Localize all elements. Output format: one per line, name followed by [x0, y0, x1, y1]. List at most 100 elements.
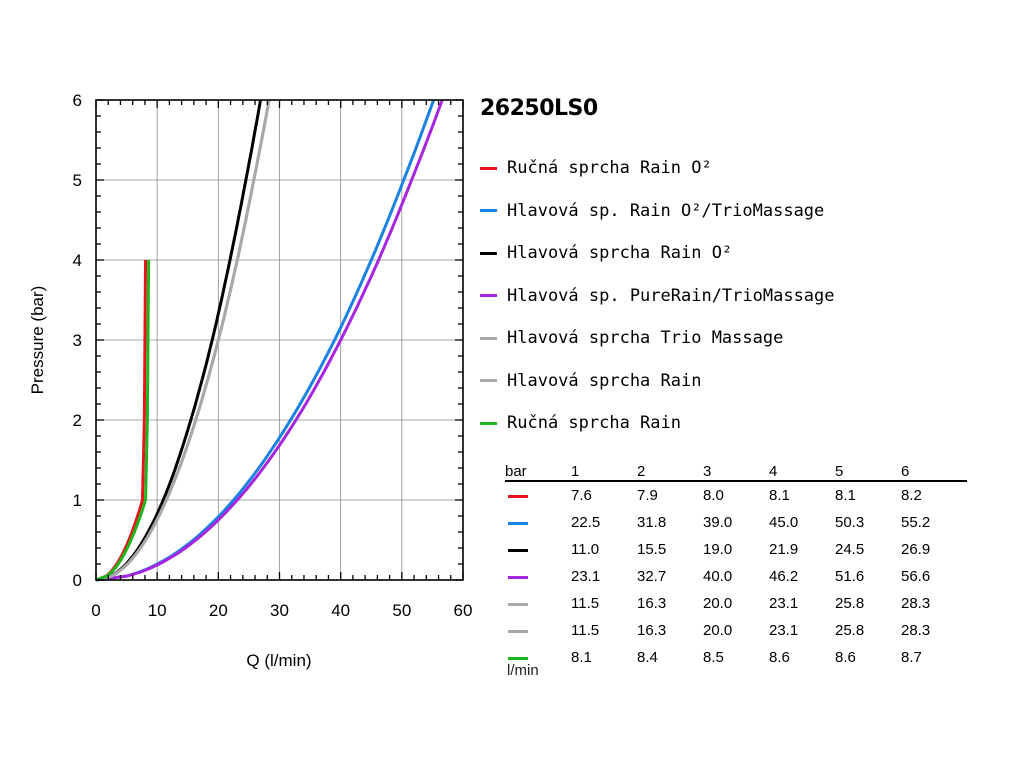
table-cell-flow: 20.0: [703, 622, 733, 639]
table-header-pressure: 5: [835, 462, 901, 482]
legend-swatch: [480, 336, 497, 340]
table-row-swatch: [508, 521, 528, 525]
table-row-swatch-cell: [505, 481, 571, 509]
table-cell-flow: 21.9: [769, 541, 799, 558]
x-tick-label: 10: [148, 601, 167, 620]
series-line: [95, 99, 444, 582]
table-cell-flow: 8.1: [769, 487, 790, 504]
chart-grid: [96, 100, 463, 580]
series-line: [95, 260, 151, 582]
y-tick-label: 6: [73, 91, 82, 110]
x-tick-label: 40: [331, 601, 350, 620]
table-cell-flow: 26.9: [901, 541, 931, 558]
table-cell-flow: 8.1: [835, 487, 856, 504]
table-cell-flow: 11.5: [571, 622, 600, 639]
table-cell-flow: 28.3: [901, 595, 931, 612]
table-row-swatch-cell: [505, 644, 571, 671]
table-cell-flow: 32.7: [637, 568, 667, 585]
y-tick-label: 3: [73, 331, 82, 350]
y-tick-label: 2: [73, 411, 82, 430]
table-cell-flow: 24.5: [835, 541, 865, 558]
table-cell-flow: 11.0: [571, 541, 600, 558]
table-row: 11.5 16.3 20.0 23.1 25.8 28.3: [505, 590, 967, 617]
table-cell-flow: 7.6: [571, 487, 592, 504]
table-cell-flow: 19.0: [703, 541, 733, 558]
table-cell-flow: 8.6: [769, 649, 790, 666]
table-row: 22.5 31.8 39.0 45.0 50.3 55.2: [505, 509, 967, 536]
legend-item: Hlavová sp. Rain O²/TrioMassage: [480, 193, 835, 236]
table-cell-flow: 23.1: [769, 622, 799, 639]
table-cell-flow: 25.8: [835, 622, 865, 639]
table-header-bar: bar: [505, 462, 571, 482]
table-cell-flow: 15.5: [637, 541, 667, 558]
table-row-swatch: [508, 656, 528, 660]
x-tick-label: 50: [392, 601, 411, 620]
legend-swatch: [480, 209, 497, 213]
series-line: [95, 99, 436, 582]
table-cell-flow: 20.0: [703, 595, 733, 612]
legend-swatch: [480, 166, 497, 170]
table-row-swatch-cell: [505, 509, 571, 536]
legend-label: Hlavová sprcha Rain O²: [507, 243, 733, 264]
table-cell-flow: 39.0: [703, 514, 733, 531]
y-tick-label: 4: [73, 251, 82, 270]
table-cell-flow: 8.7: [901, 649, 922, 666]
table-cell-flow: 51.6: [835, 568, 865, 585]
table-row: 7.6 7.9 8.0 8.1 8.1 8.2: [505, 481, 967, 509]
legend-swatch: [480, 421, 497, 425]
y-tick-label: 1: [73, 491, 82, 510]
table-unit-label: l/min: [507, 662, 539, 679]
y-tick-label: 5: [73, 171, 82, 190]
table-cell-flow: 23.1: [769, 595, 799, 612]
chart-title: 26250LS0: [480, 96, 598, 121]
table-header-pressure: 1: [571, 462, 637, 482]
legend-label: Hlavová sp. Rain O²/TrioMassage: [507, 200, 825, 221]
table-row-swatch-cell: [505, 536, 571, 563]
table-row-swatch: [508, 629, 528, 633]
legend-item: Hlavová sprcha Trio Massage: [480, 320, 835, 363]
legend-item: Hlavová sp. PureRain/TrioMassage: [480, 278, 835, 321]
legend-item: Hlavová sprcha Rain O²: [480, 235, 835, 278]
legend-item: Ručná sprcha Rain O²: [480, 150, 835, 193]
table-row-swatch: [508, 575, 528, 579]
table-cell-flow: 16.3: [637, 622, 667, 639]
legend-swatch: [480, 294, 497, 298]
table-cell-flow: 8.2: [901, 487, 922, 504]
table-row-swatch-cell: [505, 617, 571, 644]
x-tick-label: 30: [270, 601, 289, 620]
x-axis-label: Q (l/min): [246, 651, 311, 670]
table-cell-flow: 31.8: [637, 514, 667, 531]
table-cell-flow: 22.5: [571, 514, 601, 531]
table-row-swatch-cell: [505, 563, 571, 590]
table-row: 11.5 16.3 20.0 23.1 25.8 28.3: [505, 617, 967, 644]
table-cell-flow: 45.0: [769, 514, 799, 531]
table-row-swatch: [508, 548, 528, 552]
table-cell-flow: 50.3: [835, 514, 865, 531]
legend-swatch: [480, 379, 497, 383]
table-header-pressure: 3: [703, 462, 769, 482]
table-cell-flow: 8.1: [571, 649, 592, 666]
legend-label: Ručná sprcha Rain O²: [507, 158, 712, 179]
x-tick-label: 60: [454, 601, 473, 620]
table-cell-flow: 56.6: [901, 568, 931, 585]
table-cell-flow: 8.4: [637, 649, 658, 666]
table-cell-flow: 40.0: [703, 568, 733, 585]
table-cell-flow: 23.1: [571, 568, 601, 585]
table-cell-flow: 8.5: [703, 649, 724, 666]
legend-label: Hlavová sprcha Trio Massage: [507, 328, 784, 349]
y-tick-label: 0: [73, 571, 82, 590]
table-cell-flow: 11.5: [571, 595, 600, 612]
table-cell-flow: 28.3: [901, 622, 931, 639]
legend-label: Hlavová sp. PureRain/TrioMassage: [507, 285, 835, 306]
series-line: [95, 260, 147, 582]
chart-series-layer: [95, 99, 444, 582]
table-row: 11.0 15.5 19.0 21.9 24.5 26.9: [505, 536, 967, 563]
table-cell-flow: 46.2: [769, 568, 799, 585]
legend-swatch: [480, 251, 497, 255]
legend-label: Hlavová sprcha Rain: [507, 370, 702, 391]
table-cell-flow: 55.2: [901, 514, 931, 531]
series-line: [95, 99, 271, 582]
